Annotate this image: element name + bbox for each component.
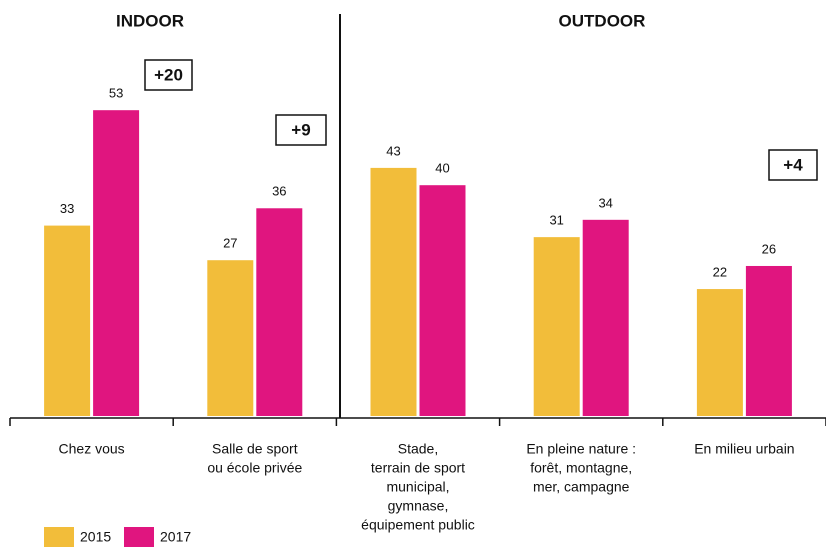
x-tick-label: forêt, montagne, <box>530 460 632 476</box>
x-tick-label: En pleine nature : <box>526 441 636 457</box>
x-tick-label: municipal, <box>386 479 449 495</box>
x-tick-label: gymnase, <box>388 498 449 514</box>
legend-swatch <box>44 527 74 547</box>
data-label: 43 <box>386 143 400 158</box>
bar <box>256 208 303 416</box>
bar <box>93 110 140 416</box>
section-label: INDOOR <box>116 11 184 30</box>
x-tick-label: Salle de sport <box>212 441 298 457</box>
legend-label: 2015 <box>80 529 111 545</box>
data-label: 34 <box>598 195 612 210</box>
bar <box>44 225 91 416</box>
data-label: 22 <box>713 264 727 279</box>
bar <box>745 265 792 416</box>
bar <box>696 289 743 416</box>
annotation-box <box>144 59 193 91</box>
x-tick-label: Chez vous <box>59 441 125 457</box>
data-label: 53 <box>109 86 123 101</box>
data-label: 36 <box>272 184 286 199</box>
annotation: +4 <box>783 155 803 174</box>
bar <box>419 185 466 416</box>
data-label: 27 <box>223 236 237 251</box>
bar <box>370 167 417 416</box>
bar <box>582 219 629 416</box>
x-tick-label: équipement public <box>361 517 475 533</box>
bar <box>533 237 580 416</box>
data-label: 33 <box>60 201 74 216</box>
x-tick-label: En milieu urbain <box>694 441 794 457</box>
data-label: 26 <box>762 241 776 256</box>
annotation: +20 <box>154 65 183 84</box>
x-tick-label: ou école privée <box>207 460 302 476</box>
section-label: OUTDOOR <box>559 11 646 30</box>
x-tick-label: Stade, <box>398 441 438 457</box>
legend-label: 2017 <box>160 529 191 545</box>
annotation-box <box>275 114 327 146</box>
x-tick-label: mer, campagne <box>533 479 630 495</box>
data-label: 31 <box>549 213 563 228</box>
annotation: +9 <box>291 120 310 139</box>
data-label: 40 <box>435 161 449 176</box>
legend-swatch <box>124 527 154 547</box>
x-tick-label: terrain de sport <box>371 460 465 476</box>
annotation-box <box>768 149 818 181</box>
bar <box>207 260 254 416</box>
